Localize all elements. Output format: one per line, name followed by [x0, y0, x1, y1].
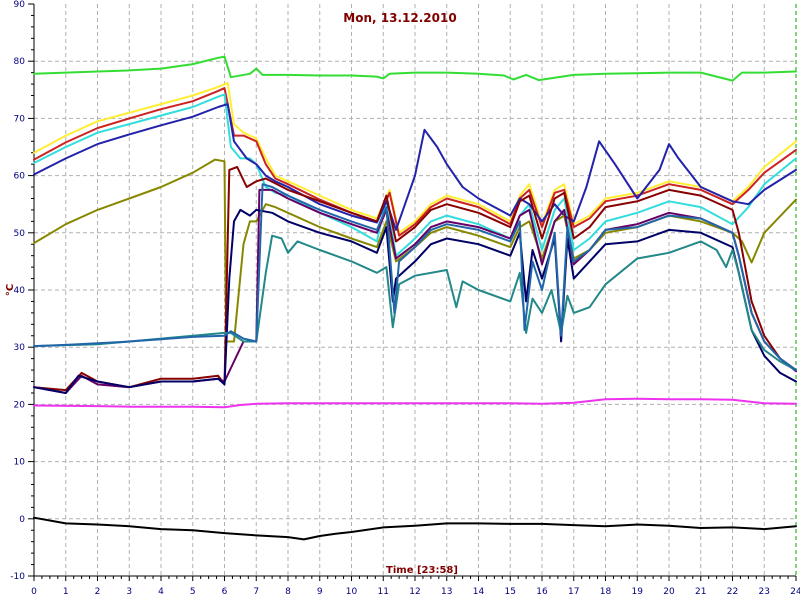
x-axis-title: Time [23:58]	[386, 565, 458, 576]
x-tick-label: 23	[759, 587, 770, 597]
x-tick-label: 14	[473, 587, 485, 597]
x-tick-label: 0	[31, 587, 37, 597]
y-tick-label: 80	[14, 57, 26, 67]
series-line-2	[33, 397, 797, 409]
chart-title: Mon, 13.12.2010	[343, 11, 456, 25]
x-tick-label: 20	[663, 587, 675, 597]
y-tick-label: 10	[14, 458, 26, 468]
series-line-3	[33, 516, 797, 541]
y-tick-label: 90	[14, 0, 26, 10]
x-tick-label: 13	[441, 587, 452, 597]
grid-layer	[34, 4, 797, 576]
x-tick-label: 7	[253, 587, 259, 597]
x-tick-label: 16	[536, 587, 548, 597]
x-tick-label: 9	[317, 587, 323, 597]
x-tick-label: 15	[505, 587, 516, 597]
x-tick-label: 18	[600, 587, 612, 597]
x-tick-label: 10	[346, 587, 358, 597]
x-tick-label: 1	[63, 587, 69, 597]
x-tick-label: 21	[695, 587, 706, 597]
series-layer	[33, 55, 797, 541]
series-line-9	[33, 166, 797, 392]
y-tick-label: 40	[14, 286, 26, 296]
y-axis-title: °C	[5, 284, 16, 296]
y-tick-label: 50	[14, 229, 26, 239]
series-line-5	[33, 87, 797, 237]
y-tick-label: 0	[19, 515, 25, 525]
y-tick-label: 30	[14, 343, 26, 353]
x-tick-label: 3	[126, 587, 132, 597]
y-tick-label: -10	[10, 572, 25, 582]
x-tick-label: 19	[632, 587, 644, 597]
x-tick-label: 5	[190, 587, 196, 597]
y-tick-label: 60	[14, 172, 26, 182]
x-tick-label: 8	[285, 587, 291, 597]
series-line-6	[33, 93, 797, 257]
y-tick-label: 70	[14, 114, 26, 124]
series-line-1	[33, 55, 797, 82]
y-tick-label: 20	[14, 400, 26, 410]
series-line-4	[33, 81, 797, 234]
x-tick-label: 17	[568, 587, 579, 597]
series-line-11	[33, 208, 797, 394]
x-tick-label: 6	[222, 587, 228, 597]
axis-layer	[28, 3, 797, 581]
x-tick-label: 24	[790, 587, 800, 597]
x-tick-label: 11	[378, 587, 389, 597]
x-tick-label: 2	[95, 587, 101, 597]
x-tick-label: 4	[158, 587, 164, 597]
x-tick-label: 22	[727, 587, 738, 597]
series-line-13	[33, 183, 797, 372]
x-tick-label: 12	[409, 587, 420, 597]
label-layer: 0 1 2 3 4 5 6 7 8 9 10 11 12 13 14 15 16 17 18 19 20 21 22 23 24…	[10, 0, 800, 597]
series-line-7	[33, 103, 797, 231]
